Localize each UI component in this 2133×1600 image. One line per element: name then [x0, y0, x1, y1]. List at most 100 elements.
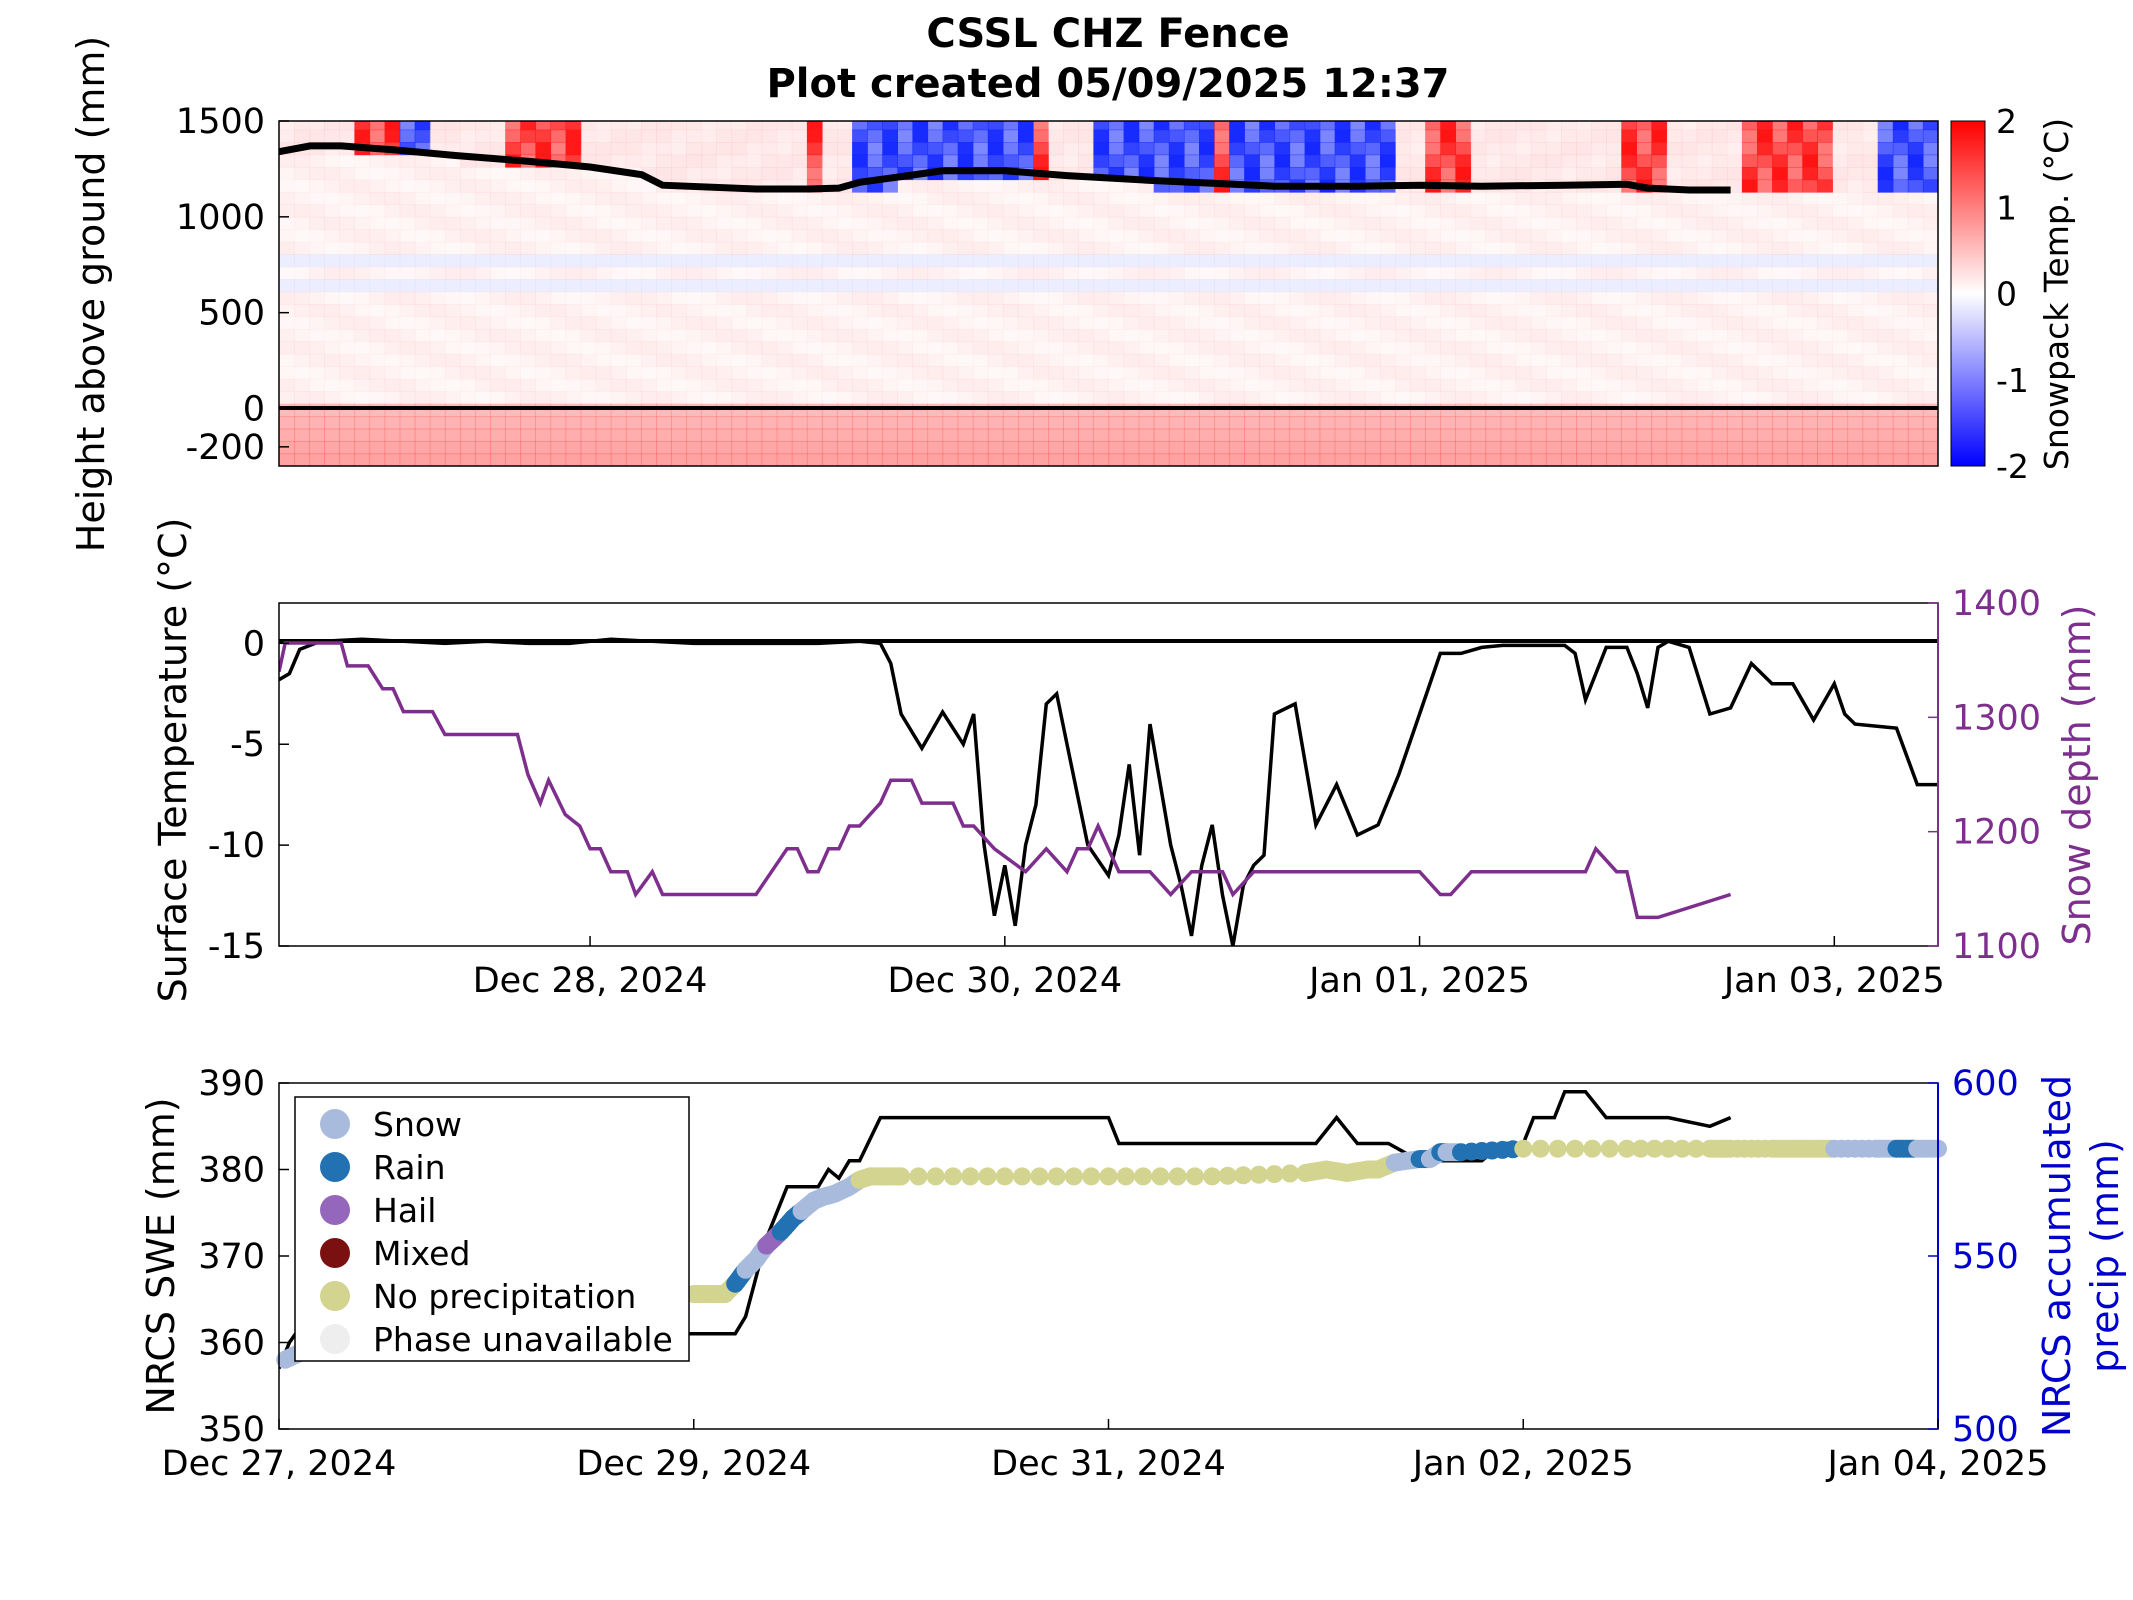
- heatmap-cell: [852, 129, 868, 143]
- heatmap-cell: [1244, 142, 1260, 156]
- heatmap-cell: [882, 428, 898, 442]
- heatmap-cell: [1199, 329, 1215, 343]
- y-ticks-panel2: 0-5-10-15: [208, 624, 289, 967]
- heatmap-cell: [821, 329, 838, 343]
- heatmap-cell: [1304, 329, 1321, 343]
- heatmap-cell: [656, 353, 672, 367]
- heatmap-cell: [595, 204, 612, 218]
- heatmap-cell: [1892, 204, 1909, 218]
- heatmap-cell: [1922, 179, 1938, 193]
- heatmap-cell: [1078, 254, 1094, 268]
- heatmap-cell: [897, 266, 914, 280]
- heatmap-cell: [339, 403, 355, 417]
- heatmap-cell: [1274, 254, 1291, 268]
- heatmap-cell: [806, 279, 823, 293]
- heatmap-cell: [1530, 291, 1547, 305]
- heatmap-cell: [1591, 304, 1607, 318]
- heatmap-cell: [821, 416, 838, 430]
- heatmap-cell: [1183, 142, 1200, 156]
- heatmap-cell: [1289, 254, 1306, 268]
- heatmap-cell: [279, 304, 295, 318]
- heatmap-cell: [1666, 204, 1683, 218]
- heatmap-cell: [520, 167, 536, 181]
- heatmap-cell: [1440, 216, 1456, 230]
- heatmap-cell: [1244, 167, 1260, 181]
- heatmap-cell: [1093, 129, 1110, 143]
- heatmap-cell: [1168, 428, 1185, 442]
- heatmap-cell: [852, 316, 868, 330]
- heatmap-cell: [927, 204, 944, 218]
- heatmap-cell: [987, 204, 1004, 218]
- heatmap-cell: [384, 378, 401, 392]
- heatmap-cell: [399, 378, 416, 392]
- heatmap-cell: [1772, 366, 1788, 380]
- heatmap-cell: [1606, 453, 1622, 466]
- heatmap-cell: [1425, 279, 1441, 293]
- heatmap-cell: [1168, 366, 1185, 380]
- heatmap-cell: [1802, 129, 1818, 143]
- heatmap-cell: [414, 254, 431, 268]
- heatmap-cell: [595, 241, 612, 255]
- heatmap-cell: [339, 304, 355, 318]
- heatmap-cell: [625, 241, 642, 255]
- heatmap-cell: [475, 142, 491, 156]
- heatmap-cell: [1561, 229, 1577, 243]
- heatmap-cell: [1651, 353, 1668, 367]
- heatmap-cell: [1741, 304, 1758, 318]
- heatmap-cell: [1606, 266, 1622, 280]
- heatmap-cell: [1636, 453, 1653, 466]
- heatmap-cell: [1093, 204, 1110, 218]
- heatmap-cell: [444, 378, 461, 392]
- heatmap-cell: [1576, 129, 1592, 143]
- heatmap-cell: [746, 353, 763, 367]
- heatmap-cell: [399, 304, 416, 318]
- heatmap-cell: [1877, 279, 1894, 293]
- heatmap-cell: [1093, 304, 1110, 318]
- heatmap-cell: [701, 154, 717, 168]
- heatmap-cell: [1500, 378, 1517, 392]
- heatmap-cell: [1621, 129, 1637, 143]
- heatmap-cell: [1048, 204, 1064, 218]
- heatmap-cell: [1651, 154, 1668, 168]
- heatmap-cell: [671, 254, 687, 268]
- heatmap-cell: [1757, 154, 1773, 168]
- heatmap-cell: [1832, 378, 1849, 392]
- heatmap-cell: [791, 316, 808, 330]
- heatmap-cell: [671, 241, 687, 255]
- heatmap-cell: [354, 129, 371, 143]
- heatmap-cell: [1078, 329, 1094, 343]
- heatmap-cell: [1033, 341, 1049, 355]
- heatmap-cell: [1606, 353, 1622, 367]
- legend-marker: [320, 1152, 350, 1182]
- heatmap-cell: [1530, 241, 1547, 255]
- heatmap-cell: [1093, 121, 1110, 131]
- heatmap-cell: [791, 254, 808, 268]
- heatmap-cell: [942, 216, 959, 230]
- heatmap-cell: [595, 403, 612, 417]
- heatmap-cell: [1500, 266, 1517, 280]
- heatmap-cell: [641, 204, 657, 218]
- heatmap-cell: [1726, 341, 1743, 355]
- heatmap-cell: [1304, 428, 1321, 442]
- heatmap-cell: [550, 453, 567, 466]
- heatmap-cell: [1002, 229, 1019, 243]
- heatmap-cell: [625, 179, 642, 193]
- heatmap-cell: [1214, 154, 1230, 168]
- heatmap-cell: [897, 229, 914, 243]
- heatmap-cell: [1621, 366, 1637, 380]
- heatmap-cell: [1862, 291, 1879, 305]
- heatmap-cell: [1772, 204, 1788, 218]
- heatmap-cell: [897, 341, 914, 355]
- heatmap-cell: [1168, 329, 1185, 343]
- heatmap-cell: [701, 416, 717, 430]
- precip-point: [1099, 1167, 1118, 1186]
- heatmap-cell: [1455, 121, 1472, 131]
- heatmap-cell: [1817, 428, 1833, 442]
- heatmap-cell: [837, 204, 853, 218]
- heatmap-cell: [339, 329, 355, 343]
- heatmap-cell: [309, 279, 325, 293]
- heatmap-cell: [1500, 279, 1517, 293]
- heatmap-cell: [475, 316, 491, 330]
- heatmap-cell: [1048, 366, 1064, 380]
